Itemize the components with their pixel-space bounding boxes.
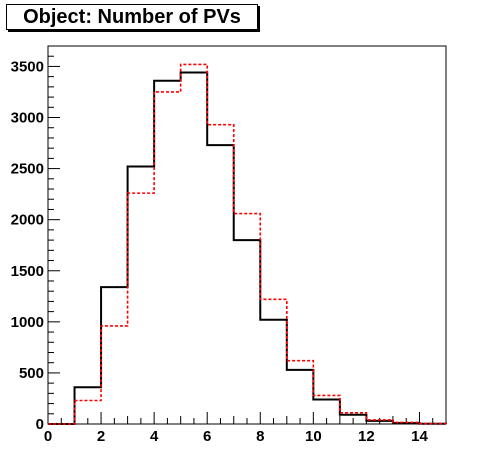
y-tick-label: 3500 — [11, 58, 44, 75]
histogram-bin — [128, 193, 155, 424]
histogram-bin — [340, 413, 367, 424]
y-tick-label: 2500 — [11, 161, 44, 178]
x-tick-label: 2 — [97, 428, 105, 445]
histogram-bin — [154, 92, 181, 424]
chart-title: Object: Number of PVs — [6, 4, 258, 30]
x-tick-label: 8 — [256, 428, 264, 445]
x-tick-label: 12 — [358, 428, 375, 445]
histogram-series-dashed — [48, 63, 447, 425]
histogram-bin — [287, 361, 314, 424]
y-tick-label: 500 — [19, 365, 44, 382]
histogram-bin — [366, 420, 393, 424]
histogram-bin — [207, 125, 234, 424]
x-tick-label: 0 — [44, 428, 52, 445]
histogram-bin — [181, 64, 208, 424]
y-tick-label: 2000 — [11, 212, 44, 229]
histogram-bin — [260, 299, 287, 424]
y-tick-label: 0 — [36, 416, 44, 433]
x-tick-label: 6 — [203, 428, 211, 445]
y-tick-label: 3000 — [11, 110, 44, 127]
y-tick-label: 1000 — [11, 314, 44, 331]
histogram-bin — [234, 214, 261, 424]
histogram-bin — [101, 326, 128, 424]
y-tick-label: 1500 — [11, 263, 44, 280]
histogram-bin — [393, 422, 420, 424]
x-tick-label: 14 — [411, 428, 428, 445]
histogram-bin — [313, 395, 340, 424]
x-tick-label: 10 — [305, 428, 322, 445]
x-tick-label: 4 — [150, 428, 159, 445]
histogram-bin — [75, 401, 102, 424]
